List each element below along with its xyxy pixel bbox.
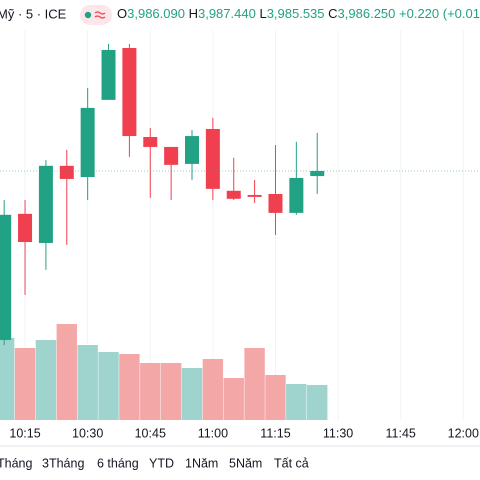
x-tick-label: 12:00 (448, 426, 479, 440)
range-button[interactable]: Tất cả (274, 456, 309, 470)
toggle-pill[interactable] (80, 5, 112, 25)
volume-bar (140, 363, 161, 420)
candle-body (164, 146, 179, 165)
candle-body (205, 129, 220, 189)
range-button[interactable]: Tháng (0, 456, 32, 470)
wave-icon (94, 11, 106, 19)
x-tick-label: 11:30 (323, 426, 353, 440)
candle-body (268, 193, 283, 213)
l-value: 3,985.535 (267, 6, 325, 21)
volume-bar (286, 384, 307, 420)
status-dot (84, 11, 92, 19)
volume-bar (98, 352, 119, 420)
candle-body (101, 49, 116, 100)
o-value: 3,986.090 (127, 6, 185, 21)
x-tick-label: 11:45 (386, 426, 416, 440)
ohlc-line: O3,986.090 H3,987.440 L3,985.535 C3,986.… (117, 6, 480, 21)
candle-body (38, 165, 53, 243)
range-button[interactable]: 5Năm (229, 456, 262, 470)
candle-body (59, 165, 74, 179)
l-label: L (259, 6, 266, 21)
candle-body (226, 190, 241, 199)
candle-body (143, 137, 158, 147)
o-label: O (117, 6, 127, 21)
candle-body (0, 214, 12, 340)
volume-bar (244, 348, 265, 420)
candle-body (310, 170, 325, 177)
plot (0, 30, 480, 420)
x-tick-label: 10:15 (9, 426, 40, 440)
volume-bar (14, 348, 36, 420)
volume-bar (223, 378, 244, 420)
volume-bar (181, 368, 203, 420)
volume-bar (0, 338, 15, 420)
volume-bar (202, 359, 224, 420)
volume-bar (160, 363, 182, 420)
candle-body (80, 107, 95, 178)
range-button[interactable]: 6 tháng (97, 456, 139, 470)
volume-bar (56, 324, 77, 420)
c-label: C (328, 6, 337, 21)
c-value: 3,986.250 (338, 6, 396, 21)
x-tick-label: 11:00 (198, 426, 228, 440)
volume-bar (77, 345, 98, 420)
change: +0.220 (+0.01%) (399, 6, 480, 21)
volume-bar (119, 354, 140, 420)
range-button[interactable]: 3Tháng (42, 456, 84, 470)
volume-bar (265, 375, 286, 420)
candle-body (247, 194, 262, 197)
h-value: 3,987.440 (198, 6, 256, 21)
range-button[interactable]: 1Năm (185, 456, 218, 470)
x-tick-label: 10:30 (72, 426, 103, 440)
volume-bar (307, 385, 328, 420)
volume-bar (35, 340, 57, 420)
candle-body (289, 177, 304, 213)
symbol: Mỹ · 5 · ICE (0, 6, 67, 21)
x-tick-label: 11:15 (260, 426, 290, 440)
candle-body (122, 48, 137, 137)
candle-body (185, 136, 199, 164)
range-button[interactable]: YTD (149, 456, 174, 470)
h-label: H (189, 6, 198, 21)
candle-body (18, 213, 33, 243)
x-tick-label: 10:45 (135, 426, 166, 440)
